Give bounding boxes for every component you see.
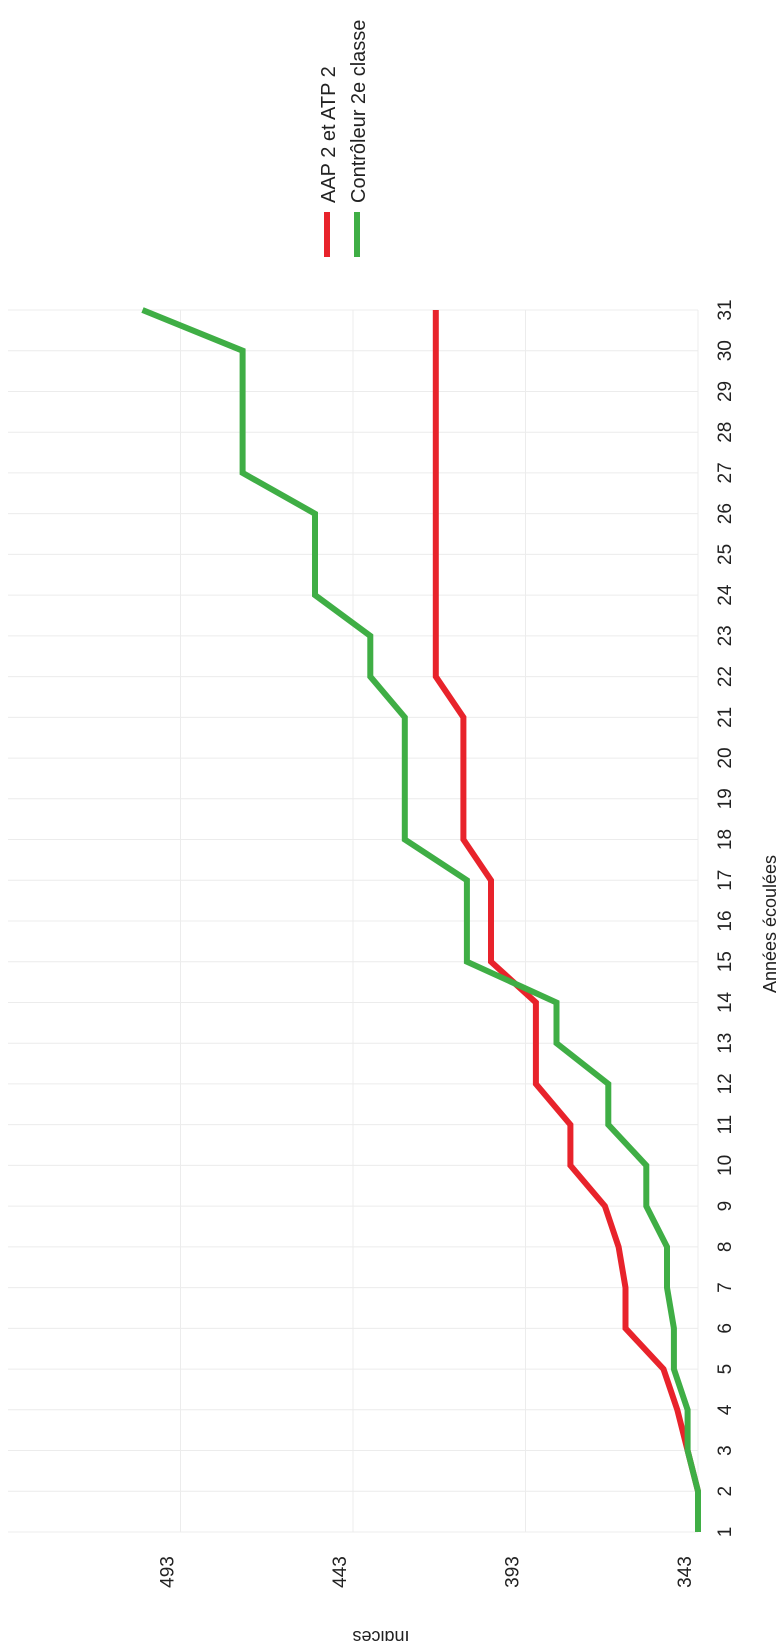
x-tick-label: 25 bbox=[715, 544, 736, 565]
legend-item-aap: AAP 2 et ATP 2 bbox=[318, 66, 340, 257]
x-tick-label: 2 bbox=[715, 1486, 736, 1497]
x-tick-label: 16 bbox=[715, 910, 736, 931]
x-tick-label: 1 bbox=[715, 1527, 736, 1538]
x-tick-label: 19 bbox=[715, 788, 736, 809]
x-tick-label: 3 bbox=[715, 1445, 736, 1456]
x-tick-label: 7 bbox=[715, 1282, 736, 1293]
x-tick-label: 24 bbox=[715, 584, 736, 606]
y-tick-label: 393 bbox=[503, 1556, 524, 1588]
x-tick-label: 21 bbox=[715, 707, 736, 728]
x-tick-label: 22 bbox=[715, 666, 736, 687]
y-tick-label: 493 bbox=[158, 1556, 179, 1588]
plot-area bbox=[8, 307, 701, 1533]
y-tick-labels: 343 393 443 493 bbox=[158, 1556, 697, 1588]
series-line-1 bbox=[141, 307, 701, 1532]
legend: AAP 2 et ATP 2 Contrôleur 2e classe bbox=[318, 20, 370, 257]
legend-label-controleur: Contrôleur 2e classe bbox=[348, 20, 370, 203]
y-tick-label: 343 bbox=[675, 1556, 696, 1588]
legend-item-controleur: Contrôleur 2e classe bbox=[348, 20, 370, 257]
x-tick-label: 23 bbox=[715, 625, 736, 646]
legend-label-aap: AAP 2 et ATP 2 bbox=[318, 66, 340, 203]
x-tick-label: 30 bbox=[715, 340, 736, 361]
x-tick-label: 27 bbox=[715, 462, 736, 483]
x-tick-label: 29 bbox=[715, 381, 736, 402]
x-tick-label: 13 bbox=[715, 1033, 736, 1054]
x-tick-label: 15 bbox=[715, 951, 736, 972]
x-tick-label: 5 bbox=[715, 1364, 736, 1375]
x-tick-labels: 1234567891011121314151617181920212223242… bbox=[715, 299, 736, 1537]
x-tick-label: 31 bbox=[715, 299, 736, 320]
x-tick-label: 28 bbox=[715, 422, 736, 443]
series-line-0 bbox=[432, 310, 701, 1532]
x-tick-label: 10 bbox=[715, 1155, 736, 1176]
x-tick-label: 17 bbox=[715, 870, 736, 891]
x-tick-label: 14 bbox=[715, 991, 736, 1013]
x-tick-label: 6 bbox=[715, 1323, 736, 1334]
x-tick-label: 18 bbox=[715, 829, 736, 850]
x-axis-title: Années écoulées bbox=[760, 855, 780, 993]
x-tick-label: 26 bbox=[715, 503, 736, 524]
x-tick-label: 4 bbox=[715, 1404, 736, 1415]
x-tick-label: 9 bbox=[715, 1201, 736, 1212]
x-tick-label: 12 bbox=[715, 1073, 736, 1094]
x-tick-label: 11 bbox=[715, 1115, 736, 1135]
y-tick-label: 443 bbox=[330, 1556, 351, 1588]
y-axis-title: Indices bbox=[352, 1627, 409, 1641]
x-tick-label: 8 bbox=[715, 1242, 736, 1253]
x-tick-label: 20 bbox=[715, 747, 736, 768]
